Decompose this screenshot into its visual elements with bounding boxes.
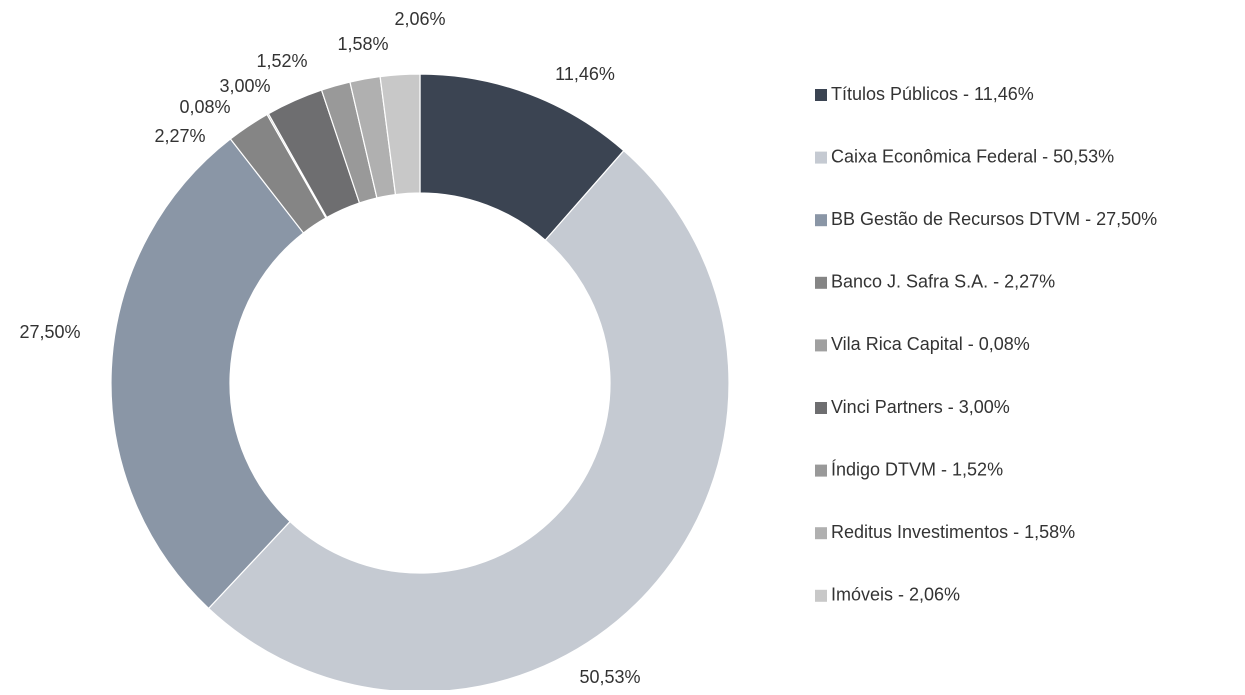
legend-label: Imóveis - 2,06%: [831, 585, 960, 605]
legend-label: Vila Rica Capital - 0,08%: [831, 334, 1030, 354]
legend-swatch: [815, 151, 827, 164]
data-label: 0,08%: [179, 97, 230, 117]
slice: [207, 149, 730, 693]
legend-label: Títulos Públicos - 11,46%: [831, 84, 1034, 104]
legend-label: Reditus Investimentos - 1,58%: [831, 522, 1075, 542]
legend-swatch: [815, 214, 827, 227]
legend-swatch: [815, 464, 827, 477]
legend-label: Banco J. Safra S.A. - 2,27%: [831, 272, 1055, 292]
data-label: 3,00%: [219, 76, 270, 96]
data-label: 2,27%: [154, 126, 205, 146]
legend-label: Caixa Econômica Federal - 50,53%: [831, 146, 1114, 166]
legend-label: Índigo DTVM - 1,52%: [831, 459, 1003, 479]
data-label: 11,46%: [555, 64, 615, 84]
legend-swatch: [815, 89, 827, 101]
legend-swatch: [815, 527, 827, 540]
legend-swatch: [815, 402, 827, 414]
legend-swatch: [815, 276, 827, 289]
data-label: 27,50%: [19, 322, 80, 342]
data-label: 50,53%: [579, 667, 640, 687]
slice: [379, 73, 421, 196]
data-label: 1,58%: [337, 34, 388, 54]
legend-swatch: [815, 339, 827, 352]
legend-label: Vinci Partners - 3,00%: [831, 397, 1010, 417]
data-label: 2,06%: [394, 9, 445, 29]
legend-swatch: [815, 589, 827, 602]
data-label: 1,52%: [256, 51, 307, 71]
legend-label: BB Gestão de Recursos DTVM - 27,50%: [831, 209, 1157, 229]
slice: [110, 138, 305, 610]
